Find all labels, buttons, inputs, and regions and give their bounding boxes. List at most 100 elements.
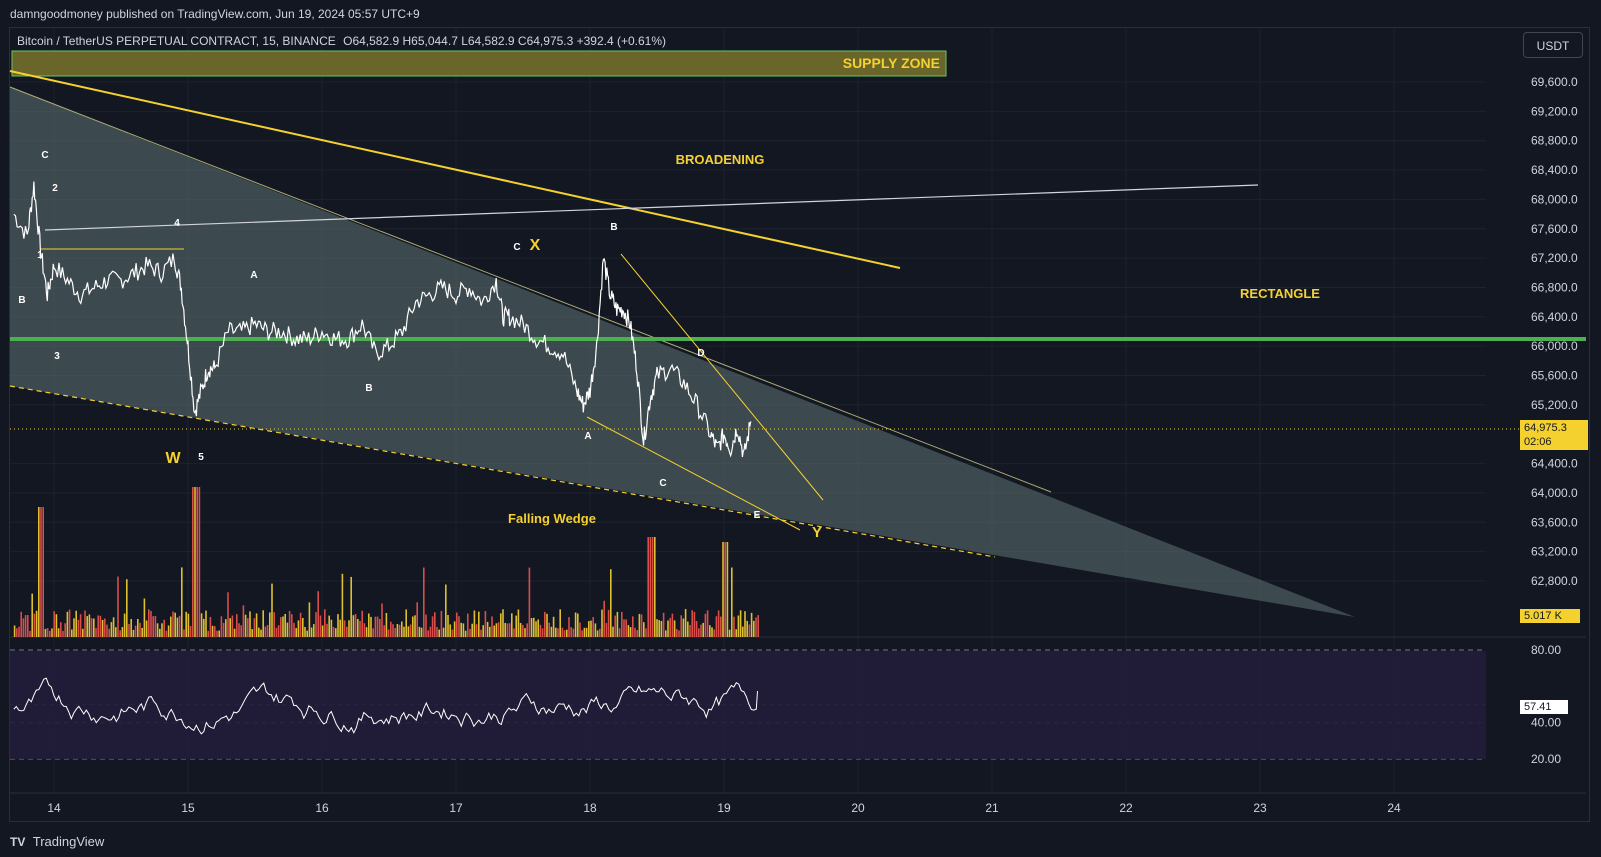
volume-bar xyxy=(170,616,172,637)
volume-bar xyxy=(442,627,445,637)
price-tick-label: 63,200.0 xyxy=(1531,545,1578,559)
volume-bar xyxy=(414,615,416,637)
volume-bar xyxy=(658,620,660,637)
volume-bar xyxy=(541,628,544,637)
volume-bar xyxy=(425,614,427,637)
volume-bar xyxy=(513,628,515,637)
volume-bar xyxy=(20,611,22,637)
volume-bar xyxy=(341,573,344,637)
tradingview-footer[interactable]: TV TradingView xyxy=(10,834,104,849)
volume-bar xyxy=(416,602,418,637)
volume-bar xyxy=(324,609,326,637)
volume-bar xyxy=(607,609,610,637)
volume-bar xyxy=(412,616,414,637)
volume-bar xyxy=(616,611,619,637)
volume-bar xyxy=(478,611,480,637)
volume-bar xyxy=(671,613,674,637)
volume-bar xyxy=(319,615,322,637)
volume-bar xyxy=(709,625,711,637)
volume-bar xyxy=(473,610,476,637)
volume-bar xyxy=(101,619,104,637)
currency-button[interactable]: USDT xyxy=(1523,32,1583,58)
volume-bar xyxy=(526,623,528,637)
volume-bar xyxy=(700,624,702,637)
volume-bar xyxy=(335,628,337,637)
volume-bar xyxy=(544,611,546,637)
volume-bar xyxy=(187,613,190,637)
volume-bar xyxy=(599,628,601,637)
volume-bar xyxy=(539,624,542,637)
volume-bar xyxy=(260,629,262,637)
volume-bar xyxy=(757,615,759,637)
broadening-label: BROADENING xyxy=(676,152,765,167)
volume-bar xyxy=(231,615,234,637)
label-b-peak: B xyxy=(610,222,617,233)
volume-bar xyxy=(86,616,88,637)
volume-bar xyxy=(266,625,269,637)
volume-bar xyxy=(282,616,284,637)
volume-bar xyxy=(64,623,66,637)
volume-bar xyxy=(273,612,275,637)
volume-bar xyxy=(156,623,159,637)
volume-bar xyxy=(185,611,187,637)
volume-bar xyxy=(178,615,181,637)
volume-bar xyxy=(148,609,150,637)
volume-bar xyxy=(163,619,165,637)
volume-bar xyxy=(724,542,726,637)
volume-bar xyxy=(359,621,361,637)
volume-bar xyxy=(497,622,500,637)
volume-bar xyxy=(262,610,264,637)
volume-bar xyxy=(108,628,110,637)
wedge-lower-dashed xyxy=(9,385,996,558)
symbol-legend[interactable]: Bitcoin / TetherUS PERPETUAL CONTRACT, 1… xyxy=(17,34,666,48)
volume-bar xyxy=(297,620,300,637)
tradingview-brand: TradingView xyxy=(32,834,105,849)
volume-bar xyxy=(684,609,687,637)
volume-bar xyxy=(255,613,258,637)
volume-bar xyxy=(141,627,143,637)
rsi-axis: 80.00 40.00 20.00 xyxy=(1531,643,1561,766)
time-tick-label: 21 xyxy=(985,801,999,815)
volume-bar xyxy=(687,621,689,637)
volume-bar xyxy=(750,612,753,637)
volume-bar xyxy=(161,623,163,637)
volume-bar xyxy=(218,630,220,637)
time-tick-label: 15 xyxy=(181,801,195,815)
volume-bar xyxy=(590,620,592,637)
volume-bar xyxy=(689,625,691,637)
price-series xyxy=(13,181,752,458)
volume-bar xyxy=(720,616,722,637)
volume-bar xyxy=(159,628,161,637)
volume-bar xyxy=(445,584,447,637)
volume-tag: 5.017 K xyxy=(1520,609,1580,623)
volume-bar xyxy=(746,620,748,637)
volume-bar xyxy=(233,628,236,637)
volume-bar xyxy=(605,623,608,637)
volume-bar xyxy=(654,537,656,637)
volume-bar xyxy=(328,615,330,637)
volume-bar xyxy=(339,619,341,637)
time-tick-label: 22 xyxy=(1119,801,1133,815)
volume-bar xyxy=(27,615,29,637)
label-3: 3 xyxy=(54,351,60,362)
price-axis[interactable]: 69,600.0 69,200.0 68,800.0 68,400.0 68,000.0… xyxy=(1531,75,1578,588)
volume-bar xyxy=(269,612,271,637)
volume-bar xyxy=(678,630,680,637)
volume-bar xyxy=(22,618,25,637)
volume-bar xyxy=(51,628,53,637)
volume-bar xyxy=(530,618,533,637)
volume-bar xyxy=(614,615,616,637)
label-b-left: B xyxy=(18,295,25,306)
volume-bar xyxy=(495,623,498,637)
volume-bar xyxy=(610,569,612,637)
time-axis[interactable]: 14 15 16 17 18 19 20 21 22 23 24 xyxy=(47,801,1401,815)
volume-bar xyxy=(491,616,493,637)
volume-bar xyxy=(387,629,390,637)
label-4: 4 xyxy=(174,218,180,229)
volume-bar xyxy=(645,628,647,637)
volume-bar xyxy=(713,629,715,637)
volume-bar xyxy=(555,627,557,637)
volume-bar xyxy=(458,616,460,637)
volume-bar xyxy=(588,621,590,637)
